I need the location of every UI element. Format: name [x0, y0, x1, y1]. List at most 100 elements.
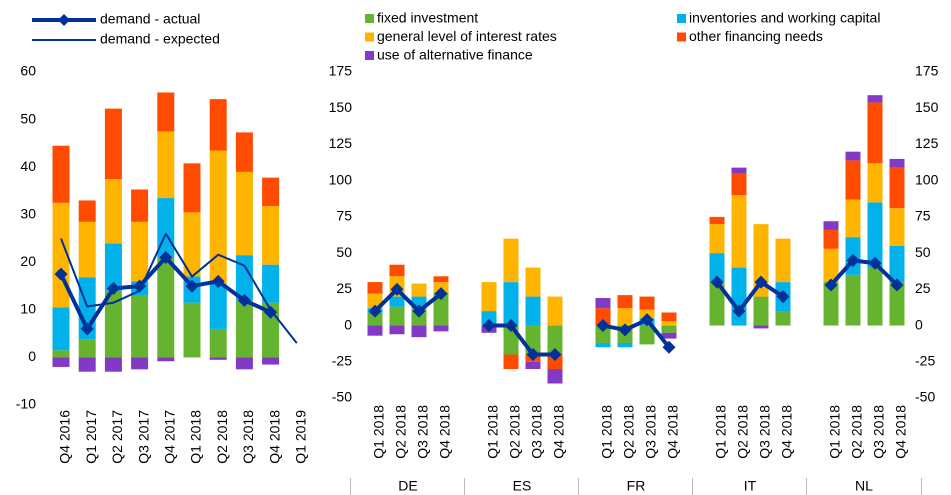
bar-segment: [411, 325, 427, 338]
bar-segment: [731, 195, 747, 268]
x-tick-label: Q4 2018: [893, 405, 909, 459]
x-tick-label: Q1 2019: [293, 410, 309, 464]
y-tick-label: 150: [329, 99, 353, 115]
y-tick-label: 60: [20, 63, 36, 79]
x-tick-label: Q2 2017: [109, 410, 125, 464]
bar-segment: [235, 255, 253, 301]
x-tick-label: Q2 2018: [621, 405, 637, 459]
legend-swatch: [365, 32, 374, 42]
legend-label: demand - expected: [100, 31, 220, 47]
bar-segment: [52, 357, 70, 367]
bar-segment: [235, 171, 253, 256]
bar-segment: [595, 298, 611, 309]
x-tick-label: Q1 2018: [485, 405, 501, 459]
bar-segment: [547, 354, 563, 370]
bar-segment: [617, 308, 633, 326]
bar-segment: [367, 293, 383, 309]
bar-segment: [547, 296, 563, 326]
bar-segment: [262, 264, 280, 303]
line-marker: [890, 278, 904, 292]
legend-label: general level of interest rates: [377, 28, 557, 44]
line-marker: [732, 304, 746, 318]
bar-segment: [235, 357, 253, 370]
legend-label: use of alternative finance: [377, 47, 533, 63]
legend-label: inventories and working capital: [689, 10, 880, 26]
bar-segment: [661, 321, 677, 326]
y-tick-label: 30: [20, 205, 36, 221]
bar-segment: [104, 108, 122, 180]
line: [60, 232, 298, 344]
bar-segment: [525, 267, 541, 297]
line-marker: [54, 267, 68, 281]
y-tick-label: 50: [336, 244, 352, 260]
y-tick-label: 10: [20, 301, 36, 317]
line-marker: [710, 275, 724, 289]
bar-segment: [367, 282, 383, 294]
line: [715, 280, 785, 314]
y-tick-label: -25: [332, 352, 352, 368]
bar-segment: [709, 253, 725, 283]
line-marker: [434, 287, 448, 301]
bar-segment: [595, 342, 611, 348]
bar-segment: [639, 296, 655, 310]
y-tick-label: 125: [915, 135, 939, 151]
y-tick-label: 0: [28, 348, 36, 364]
line-marker: [596, 319, 610, 333]
bar-segment: [661, 312, 677, 322]
bar-segment: [845, 151, 861, 161]
line-marker: [159, 251, 173, 265]
bar-segment: [157, 131, 175, 199]
bar-segment: [389, 296, 405, 307]
group-label: IT: [744, 478, 757, 494]
bar-segment: [433, 325, 449, 332]
bar-segment: [235, 132, 253, 172]
line-marker: [237, 293, 251, 307]
bar-segment: [889, 158, 905, 168]
bar-segment: [731, 167, 747, 174]
bar-segment: [823, 282, 839, 326]
bar-segment: [104, 179, 122, 244]
bar-segment: [235, 300, 253, 358]
line-marker: [824, 278, 838, 292]
x-tick-label: Q2 2018: [849, 405, 865, 459]
x-tick-label: Q4 2018: [665, 405, 681, 459]
x-tick-label: Q3 2018: [240, 410, 256, 464]
bar-segment: [367, 325, 383, 336]
bar-segment: [104, 290, 122, 358]
bar-segment: [753, 296, 769, 326]
bar-segment: [547, 325, 563, 355]
x-tick-label: Q1 2017: [83, 410, 99, 464]
bar-segment: [183, 212, 201, 277]
x-tick-label: Q3 2018: [415, 405, 431, 459]
bar-segment: [617, 342, 633, 348]
bar-segment: [209, 328, 227, 358]
x-tick-label: Q4 2017: [162, 410, 178, 464]
legend-label: other financing needs: [689, 28, 823, 44]
line-marker: [640, 313, 654, 327]
bar-segment: [595, 325, 611, 343]
bar-segment: [157, 257, 175, 358]
bar-segment: [209, 150, 227, 284]
y-tick-label: 20: [20, 253, 36, 269]
y-tick-label: -10: [16, 396, 36, 412]
bar-segment: [389, 325, 405, 335]
bar-segment: [823, 221, 839, 230]
bar-segment: [104, 243, 122, 291]
group-label: DE: [398, 478, 417, 494]
bar-segment: [525, 361, 541, 370]
bar-segment: [867, 267, 883, 326]
x-tick-label: Q2 2018: [393, 405, 409, 459]
bar-segment: [433, 282, 449, 293]
x-tick-label: Q2 2018: [507, 405, 523, 459]
line-marker: [80, 322, 94, 336]
x-tick-label: Q4 2018: [551, 405, 567, 459]
x-tick-label: Q3 2017: [135, 410, 151, 464]
bar-segment: [52, 307, 70, 351]
x-tick-label: Q1 2018: [188, 410, 204, 464]
y-tick-label: 175: [329, 63, 353, 79]
legend-swatch: [365, 14, 374, 23]
line-marker: [776, 290, 790, 304]
group-label: NL: [855, 478, 873, 494]
bar-segment: [617, 295, 633, 309]
line-marker: [412, 304, 426, 318]
